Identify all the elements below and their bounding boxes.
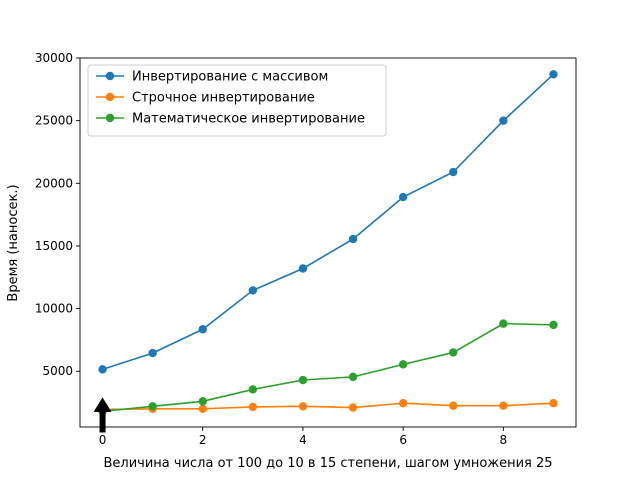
x-tick-label: 6 <box>399 433 407 447</box>
legend-marker-1 <box>105 92 115 102</box>
x-axis-label: Величина числа от 100 до 10 в 15 степени… <box>103 456 552 471</box>
data-point-2-8 <box>499 319 508 328</box>
data-point-0-3 <box>248 286 258 295</box>
y-tick-label: 5000 <box>42 364 73 378</box>
y-tick-label: 30000 <box>35 51 73 65</box>
annotation-layer <box>93 397 112 433</box>
series-line-0 <box>102 73 554 371</box>
data-point-1-5 <box>348 403 358 412</box>
data-point-2-1 <box>148 402 157 411</box>
y-tick-label: 15000 <box>35 239 73 253</box>
data-point-2-3 <box>248 385 258 394</box>
axes: 0 2 4 6 8 5000 10000 15000 20000 25000 30000 <box>35 51 577 447</box>
x-tick-label: 2 <box>199 433 207 447</box>
legend-entry-2: Математическое инвертирование <box>132 112 365 127</box>
series-line-1 <box>102 402 554 411</box>
legend: Инвертирование с массивом Строчное инверт… <box>87 64 387 137</box>
data-point-2-4 <box>298 375 308 385</box>
annotation-arrow <box>93 397 112 433</box>
data-point-0-4 <box>298 264 308 273</box>
legend-marker-2 <box>105 113 115 123</box>
x-tick-label: 8 <box>500 433 508 447</box>
legend-entry-0: Инвертирование с массивом <box>132 70 328 85</box>
data-point-0-7 <box>449 167 458 177</box>
legend-marker-0 <box>105 71 115 81</box>
data-point-0-0 <box>98 365 107 374</box>
x-tick-label: 0 <box>99 433 107 447</box>
data-point-1-7 <box>449 401 458 410</box>
data-point-0-2 <box>198 325 207 334</box>
y-tick-label: 25000 <box>35 114 73 128</box>
data-point-0-1 <box>148 348 157 358</box>
data-point-2-6 <box>398 360 408 369</box>
legend-box <box>87 64 387 137</box>
data-point-1-4 <box>298 402 308 411</box>
data-point-2-5 <box>348 372 358 382</box>
data-point-0-6 <box>398 192 408 202</box>
data-point-2-2 <box>198 397 207 406</box>
data-point-0-5 <box>348 234 358 244</box>
data-point-0-8 <box>499 116 508 125</box>
data-point-1-9 <box>549 398 558 408</box>
data-point-2-9 <box>549 320 558 330</box>
data-point-1-3 <box>248 402 258 412</box>
data-point-0-9 <box>549 70 558 79</box>
data-point-1-8 <box>499 401 508 410</box>
series-line-2 <box>102 322 554 413</box>
data-point-1-6 <box>398 398 408 408</box>
y-tick-label: 10000 <box>35 302 73 316</box>
data-point-1-2 <box>198 404 207 414</box>
x-tick-label: 4 <box>299 433 307 447</box>
y-tick-label: 20000 <box>35 176 73 190</box>
y-axis-label: Время (наносек.) <box>6 184 21 301</box>
data-point-2-7 <box>449 348 458 357</box>
axes-frame <box>79 57 577 428</box>
legend-entry-1: Строчное инвертирование <box>132 91 315 106</box>
